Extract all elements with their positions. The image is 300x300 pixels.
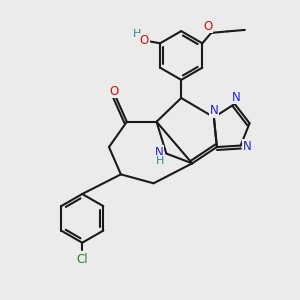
Text: N: N: [243, 140, 252, 153]
Text: O: O: [203, 20, 212, 33]
Text: Cl: Cl: [76, 253, 88, 266]
Text: H: H: [156, 156, 165, 166]
Text: O: O: [110, 85, 119, 98]
Text: H: H: [133, 29, 142, 39]
Text: O: O: [140, 34, 149, 47]
Text: N: N: [154, 146, 163, 159]
Text: N: N: [232, 91, 241, 104]
Text: N: N: [209, 104, 218, 117]
